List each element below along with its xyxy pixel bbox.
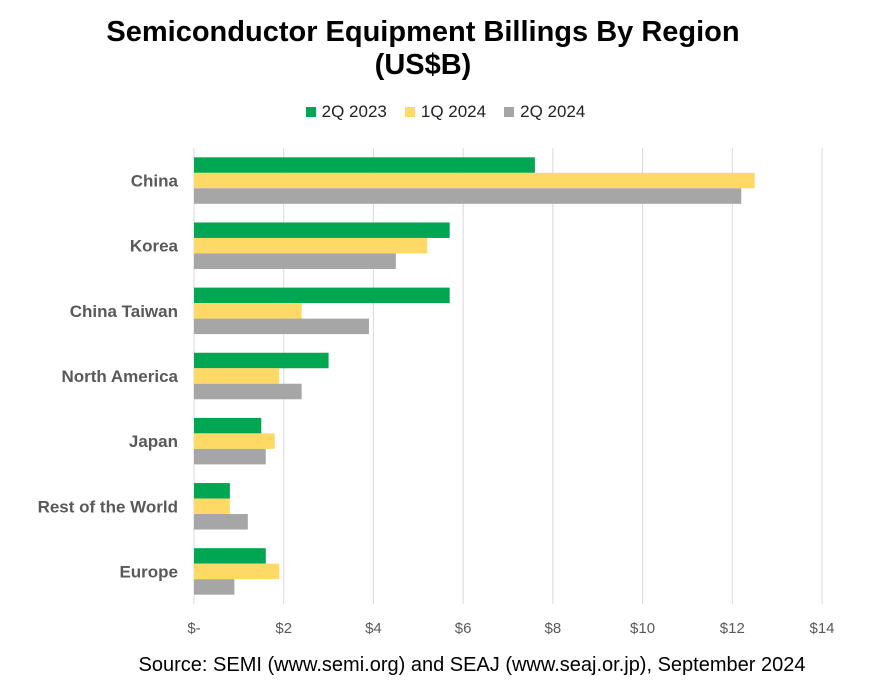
category-label: Korea xyxy=(130,237,179,256)
legend-item: 1Q 2024 xyxy=(404,100,487,124)
bar xyxy=(194,287,450,304)
legend-label: 2Q 2024 xyxy=(520,102,586,121)
x-tick-label: $- xyxy=(187,620,200,637)
legend-swatch xyxy=(504,107,515,117)
bar xyxy=(194,222,450,238)
category-label: Japan xyxy=(129,432,178,451)
bar xyxy=(194,172,755,189)
chart-title-main: Semiconductor Equipment Billings By Regi… xyxy=(106,16,740,48)
bar xyxy=(194,157,535,173)
legend-label: 2Q 2023 xyxy=(321,102,387,121)
x-tick-label: $8 xyxy=(545,620,562,637)
legend-item: 2Q 2024 xyxy=(504,100,585,124)
category-label: China xyxy=(131,172,179,191)
source-note: Source: SEMI (www.semi.org) and SEAJ (ww… xyxy=(138,654,806,676)
category-label: China Taiwan xyxy=(70,302,178,321)
legend-swatch xyxy=(305,107,316,117)
bar xyxy=(194,483,230,499)
legend-swatch xyxy=(404,107,415,117)
bar xyxy=(194,498,230,515)
bar xyxy=(194,548,266,564)
bar xyxy=(194,514,248,530)
bar xyxy=(194,383,302,400)
category-label: Europe xyxy=(119,562,178,581)
bar xyxy=(194,188,742,204)
x-tick-label: $4 xyxy=(365,620,382,637)
chart-title: Semiconductor Equipment Billings By Regi… xyxy=(0,16,846,82)
chart-subtitle: (US$B) xyxy=(374,49,472,81)
chart-legend: 2Q 2023 1Q 2024 2Q 2024 xyxy=(0,100,891,124)
bar xyxy=(194,579,235,595)
bar xyxy=(194,417,262,434)
x-tick-label: $12 xyxy=(720,620,745,637)
bar xyxy=(194,368,280,384)
legend-item: 2Q 2023 xyxy=(305,100,387,124)
category-label: Rest of the World xyxy=(38,497,178,516)
bar xyxy=(194,352,329,369)
x-tick-label: $10 xyxy=(630,620,655,637)
x-tick-label: $6 xyxy=(455,620,472,637)
x-tick-label: $14 xyxy=(809,620,834,637)
legend-label: 1Q 2024 xyxy=(420,102,487,121)
bar xyxy=(194,433,275,449)
bar xyxy=(194,563,280,580)
bar xyxy=(194,318,369,335)
bar xyxy=(194,253,396,269)
x-tick-label: $2 xyxy=(275,620,292,637)
bar xyxy=(194,303,302,319)
category-label: North America xyxy=(61,367,178,386)
bar xyxy=(194,448,266,465)
bar xyxy=(194,237,428,254)
